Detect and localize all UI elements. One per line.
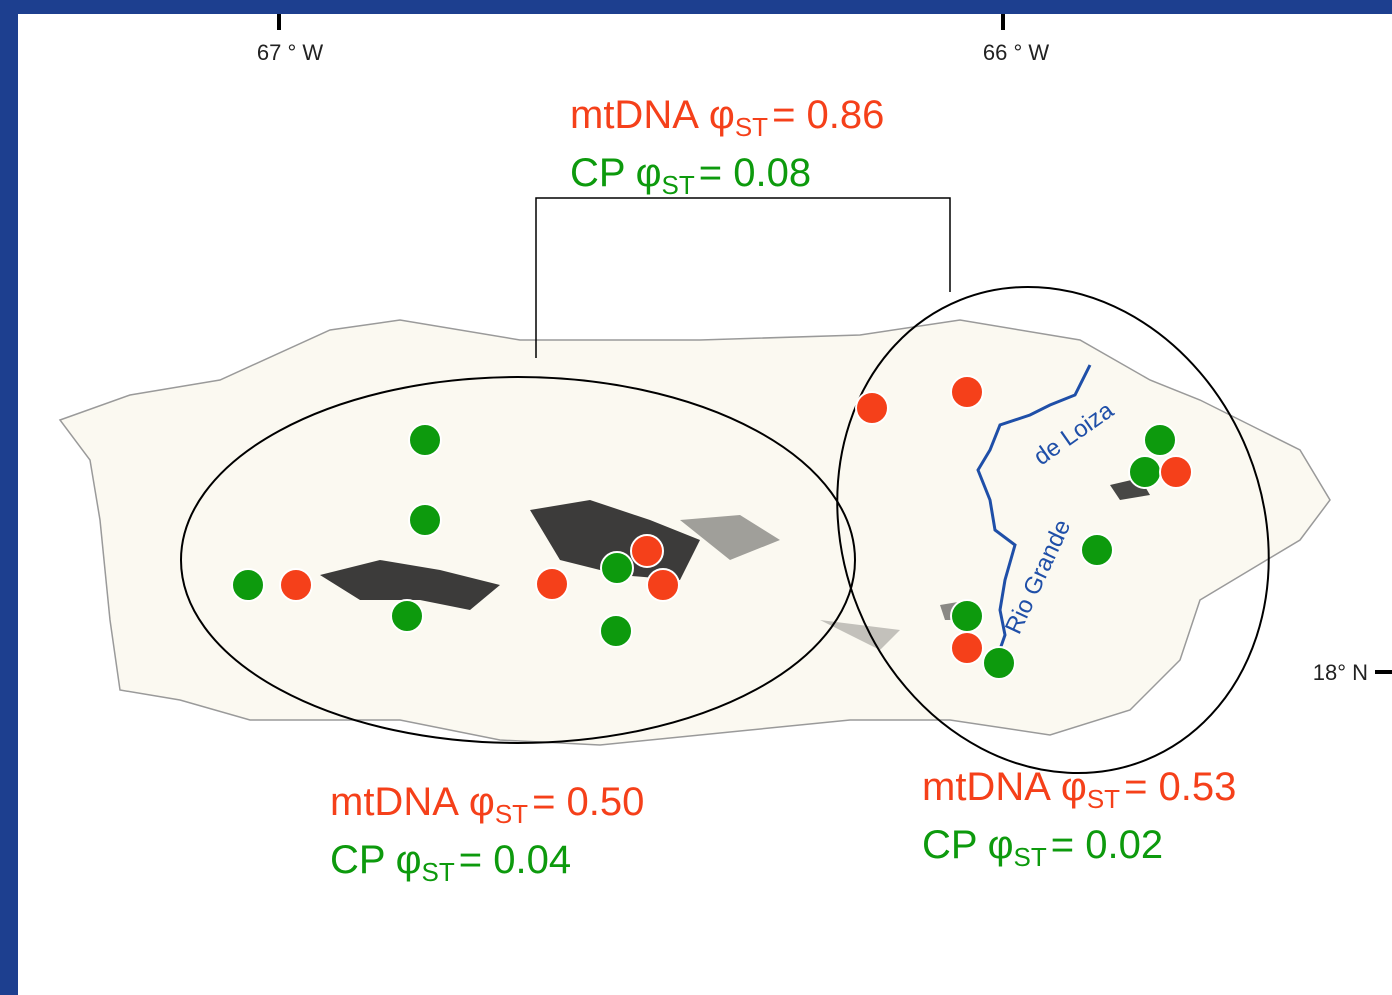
slide: de Loiza Rio Grande 67 ° W 66 ° W 18° N …	[0, 0, 1392, 995]
stat-value: = 0.86	[772, 93, 884, 137]
phi: φ	[636, 151, 662, 195]
lon-label: 67 ° W	[257, 40, 323, 65]
site	[232, 569, 264, 601]
page: de Loiza Rio Grande 67 ° W 66 ° W 18° N …	[0, 0, 1392, 995]
phi: φ	[709, 93, 735, 137]
site	[983, 647, 1015, 679]
site	[1129, 456, 1161, 488]
stat-value: = 0.53	[1124, 765, 1236, 809]
stat-label: CP	[570, 151, 626, 195]
site	[391, 600, 423, 632]
site	[951, 376, 983, 408]
site	[536, 568, 568, 600]
stat-label: CP	[922, 823, 978, 867]
site	[280, 569, 312, 601]
site	[600, 615, 632, 647]
site	[647, 569, 679, 601]
phi: φ	[1061, 765, 1087, 809]
site	[631, 535, 663, 567]
phi: φ	[988, 823, 1014, 867]
subscript: ST	[662, 170, 695, 200]
subscript: ST	[495, 799, 528, 829]
site	[856, 392, 888, 424]
phi: φ	[396, 838, 422, 882]
stat-value: = 0.02	[1051, 823, 1163, 867]
site	[1081, 534, 1113, 566]
site	[1160, 456, 1192, 488]
stat-label: mtDNA	[570, 93, 699, 137]
phi: φ	[469, 780, 495, 824]
stat-label: CP	[330, 838, 386, 882]
site	[601, 552, 633, 584]
stat-value: = 0.50	[532, 780, 644, 824]
site	[409, 504, 441, 536]
lat-label: 18° N	[1313, 660, 1368, 685]
island	[60, 320, 1330, 745]
subscript: ST	[1014, 842, 1047, 872]
stat-value: = 0.04	[459, 838, 571, 882]
site	[409, 424, 441, 456]
stat-label: mtDNA	[922, 765, 1051, 809]
subscript: ST	[422, 857, 455, 887]
site	[951, 632, 983, 664]
site	[951, 600, 983, 632]
stat-label: mtDNA	[330, 780, 459, 824]
site	[1144, 424, 1176, 456]
subscript: ST	[1087, 784, 1120, 814]
lon-label: 66 ° W	[983, 40, 1049, 65]
stat-value: = 0.08	[699, 151, 811, 195]
subscript: ST	[735, 112, 768, 142]
